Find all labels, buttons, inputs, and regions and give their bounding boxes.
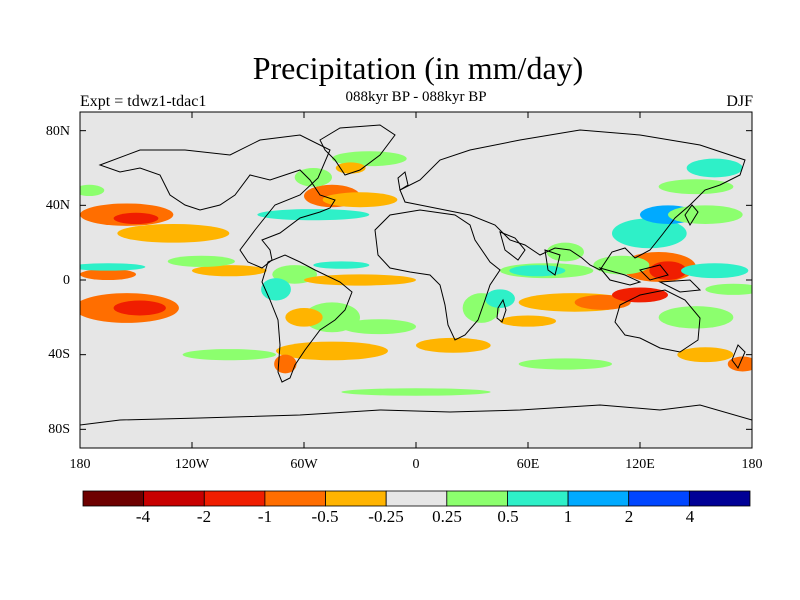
anomaly-patch [313, 261, 370, 269]
colorbar-swatch [143, 490, 205, 507]
anomaly-patch [274, 354, 297, 374]
colorbar-swatch [82, 490, 145, 507]
colorbar-label: 2 [624, 507, 634, 526]
anomaly-patch [612, 218, 687, 249]
anomaly-patch [485, 289, 515, 308]
colorbar-swatch [688, 490, 751, 507]
anomaly-patch [117, 224, 230, 243]
colorbar-label: -4 [135, 507, 151, 526]
anomaly-patch [341, 319, 416, 335]
colorbar-swatch [203, 490, 266, 507]
lon-tick-180e: 180 [741, 457, 763, 472]
lat-tick-80n: 80N [45, 124, 70, 139]
lon-tick-60e: 60E [516, 457, 540, 472]
anomaly-patch [509, 265, 566, 277]
lon-tick-60w: 60W [290, 457, 318, 472]
lat-tick-0: 0 [63, 273, 70, 288]
colorbar-label: 0.5 [497, 507, 519, 526]
anomaly-patch [649, 261, 687, 280]
anomaly-patch [686, 158, 743, 178]
anomaly-patch [304, 274, 416, 286]
colorbar-swatch [325, 490, 387, 507]
colorbar-label: 1 [563, 507, 573, 526]
colorbar-label: -1 [257, 507, 273, 526]
lon-tick-120w: 120W [174, 457, 210, 472]
anomaly-patch [658, 179, 734, 195]
anomaly-patch [276, 341, 388, 361]
anomaly-patch [285, 308, 323, 327]
anomaly-patch [261, 278, 291, 301]
anomaly-patch [518, 358, 612, 370]
anomaly-patch [80, 268, 136, 280]
anomaly-patch [113, 212, 159, 224]
colorbar-label: -2 [196, 507, 212, 526]
map-title: Precipitation (in mm/day) [252, 50, 584, 86]
colorbar-swatch [446, 490, 508, 507]
lon-tick-180w: 180 [69, 457, 91, 472]
lon-tick-0: 0 [412, 457, 420, 472]
colorbar-swatch [507, 490, 569, 507]
anomaly-patch [113, 300, 166, 316]
colorbar-label: -0.25 [368, 507, 404, 526]
anomaly-patch [341, 388, 491, 396]
lat-tick-40n: 40N [45, 198, 70, 213]
anomaly-patch [294, 168, 333, 187]
anomaly-layer [80, 151, 752, 396]
anomaly-patch [416, 337, 491, 353]
anomaly-patch [658, 306, 734, 329]
anomaly-patch [80, 184, 105, 196]
colorbar-swatch [567, 490, 630, 507]
anomaly-patch [322, 192, 398, 208]
axis-ticks [79, 112, 753, 448]
anomaly-patch [677, 347, 734, 363]
colorbar-swatch [385, 490, 448, 507]
anomaly-patch [182, 349, 276, 361]
lat-tick-80s: 80S [48, 422, 70, 437]
lon-tick-120e: 120E [625, 457, 655, 472]
anomaly-patch [681, 263, 749, 279]
colorbar-label: -0.5 [311, 507, 339, 526]
anomaly-patch [500, 315, 556, 327]
experiment-label: Expt = tdwz1-tdac1 [80, 93, 207, 110]
colorbar-label: 4 [685, 507, 695, 526]
anomaly-patch [80, 263, 146, 271]
colorbar-label: 0.25 [432, 507, 462, 526]
coastlines [80, 124, 752, 426]
anomaly-patch [257, 209, 370, 221]
colorbar-swatch [628, 490, 690, 507]
colorbar [82, 490, 751, 507]
anomaly-patch [546, 242, 584, 262]
season-label: DJF [726, 93, 753, 110]
map-subtitle: 088kyr BP - 088kyr BP [345, 89, 487, 105]
lat-tick-40s: 40S [48, 347, 70, 362]
anomaly-patch [705, 283, 752, 295]
anomaly-patch [167, 255, 235, 267]
anomaly-patch [192, 265, 267, 277]
colorbar-swatch [264, 490, 326, 507]
